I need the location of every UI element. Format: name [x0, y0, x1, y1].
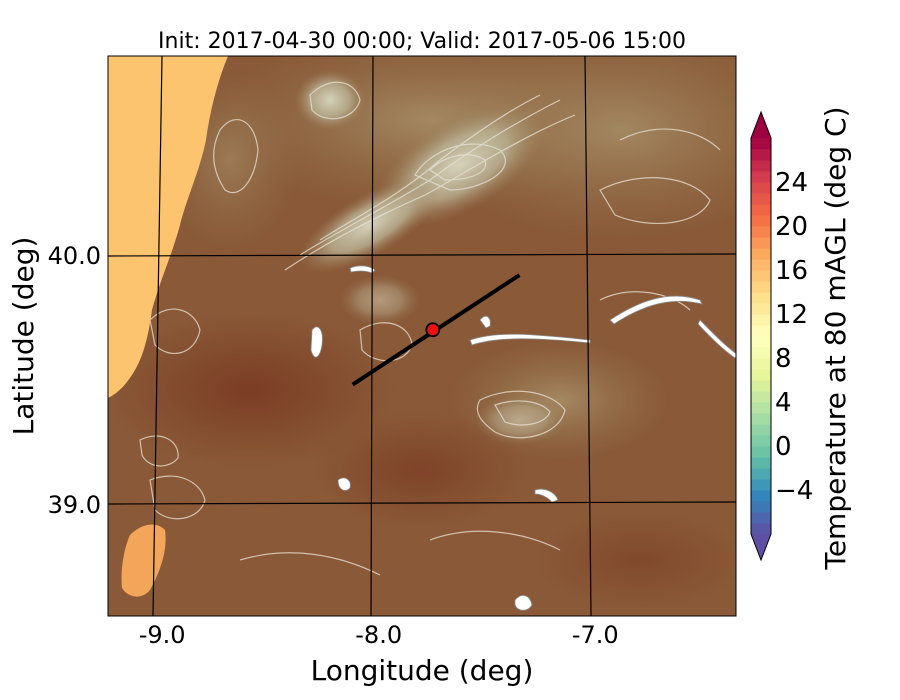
colorbar-segment [751, 259, 771, 271]
colorbar-outline [750, 110, 772, 562]
x-tick-label: -9.0 [139, 621, 186, 649]
colorbar-segment [751, 402, 771, 414]
x-tick-label: -8.0 [355, 621, 402, 649]
map-field [108, 56, 736, 616]
colorbar-segment [751, 435, 771, 447]
colorbar-segment [751, 347, 771, 359]
colorbar-segment [751, 281, 771, 293]
y-tick-labels: 40.0 39.0 [48, 242, 101, 519]
meridian-line [370, 56, 374, 616]
colorbar-segment [751, 215, 771, 227]
y-tick-label: 39.0 [48, 491, 101, 519]
colorbar-segment [751, 303, 771, 315]
meridian-line [152, 56, 163, 616]
colorbar-tick-label: 24 [775, 168, 808, 198]
colorbar-extend-min [751, 534, 771, 560]
ridge-peak-4 [475, 395, 565, 445]
colorbar-segment [751, 413, 771, 425]
colorbar-segment [751, 457, 771, 469]
chart-title: Init: 2017-04-30 00:00; Valid: 2017-05-0… [158, 29, 686, 54]
location-marker [425, 322, 441, 338]
colorbar-extend-max [751, 112, 771, 138]
parallel-line [108, 501, 736, 505]
warm-lowland-se [530, 510, 736, 610]
colorbar-tick-label: 4 [775, 388, 792, 418]
colorbar-segment [751, 138, 771, 150]
map-gridlines [108, 56, 736, 616]
colorbar-tick-label: 16 [775, 256, 808, 286]
ridge-peak-2 [299, 177, 441, 273]
colorbar-segment [751, 292, 771, 304]
colorbar-segment [751, 468, 771, 480]
colorbar-tick-label: 20 [775, 212, 808, 242]
colorbar-tick-label: 8 [775, 344, 792, 374]
colorbar-segment [751, 325, 771, 337]
terrain-contours [139, 81, 721, 576]
colorbar-tick-labels: −4 0 4 8 12 16 20 24 [775, 168, 813, 506]
colorbar-tick-label: −4 [775, 476, 813, 506]
x-axis-label: Longitude (deg) [311, 654, 534, 687]
plot-frame [107, 55, 737, 617]
colorbar-segment [751, 490, 771, 502]
colorbar-segment [751, 336, 771, 348]
colorbar-tick-label: 0 [775, 432, 792, 462]
x-tick-labels: -9.0 -8.0 -7.0 [139, 621, 619, 649]
colorbar-segment [751, 248, 771, 260]
colorbar-segment [751, 380, 771, 392]
warm-lowland-center [310, 410, 530, 530]
parallel-line [108, 253, 736, 257]
colorbar-segment [751, 512, 771, 524]
ridge-peak-3 [295, 70, 365, 130]
colorbar-segment [751, 204, 771, 216]
x-tick-label: -7.0 [572, 621, 619, 649]
colorbar-tick-label: 12 [775, 300, 808, 330]
colorbar-segment [751, 193, 771, 205]
colorbar-segment [751, 182, 771, 194]
colorbar-segment [751, 226, 771, 238]
y-axis-label: Latitude (deg) [7, 237, 40, 436]
ridge-peak-5 [340, 275, 420, 325]
colorbar-segment [751, 314, 771, 326]
colorbar [750, 110, 772, 562]
colorbar-segment [751, 270, 771, 282]
colorbar-segment [751, 424, 771, 436]
colorbar-segment [751, 501, 771, 513]
colorbar-segment [751, 523, 771, 535]
colorbar-segment [751, 369, 771, 381]
colorbar-segment [751, 160, 771, 172]
colorbar-segment [751, 479, 771, 491]
ocean-region [108, 56, 228, 398]
colorbar-segment [751, 358, 771, 370]
colorbar-segment [751, 171, 771, 183]
y-tick-label: 40.0 [48, 242, 101, 270]
meridian-line [584, 56, 592, 616]
colorbar-segment [751, 149, 771, 161]
warm-lowland-sw [108, 310, 400, 470]
colorbar-segment [751, 391, 771, 403]
colorbar-segment [751, 237, 771, 249]
colorbar-label: Temperature at 80 mAGL (deg C) [819, 106, 852, 570]
colorbar-segment [751, 446, 771, 458]
